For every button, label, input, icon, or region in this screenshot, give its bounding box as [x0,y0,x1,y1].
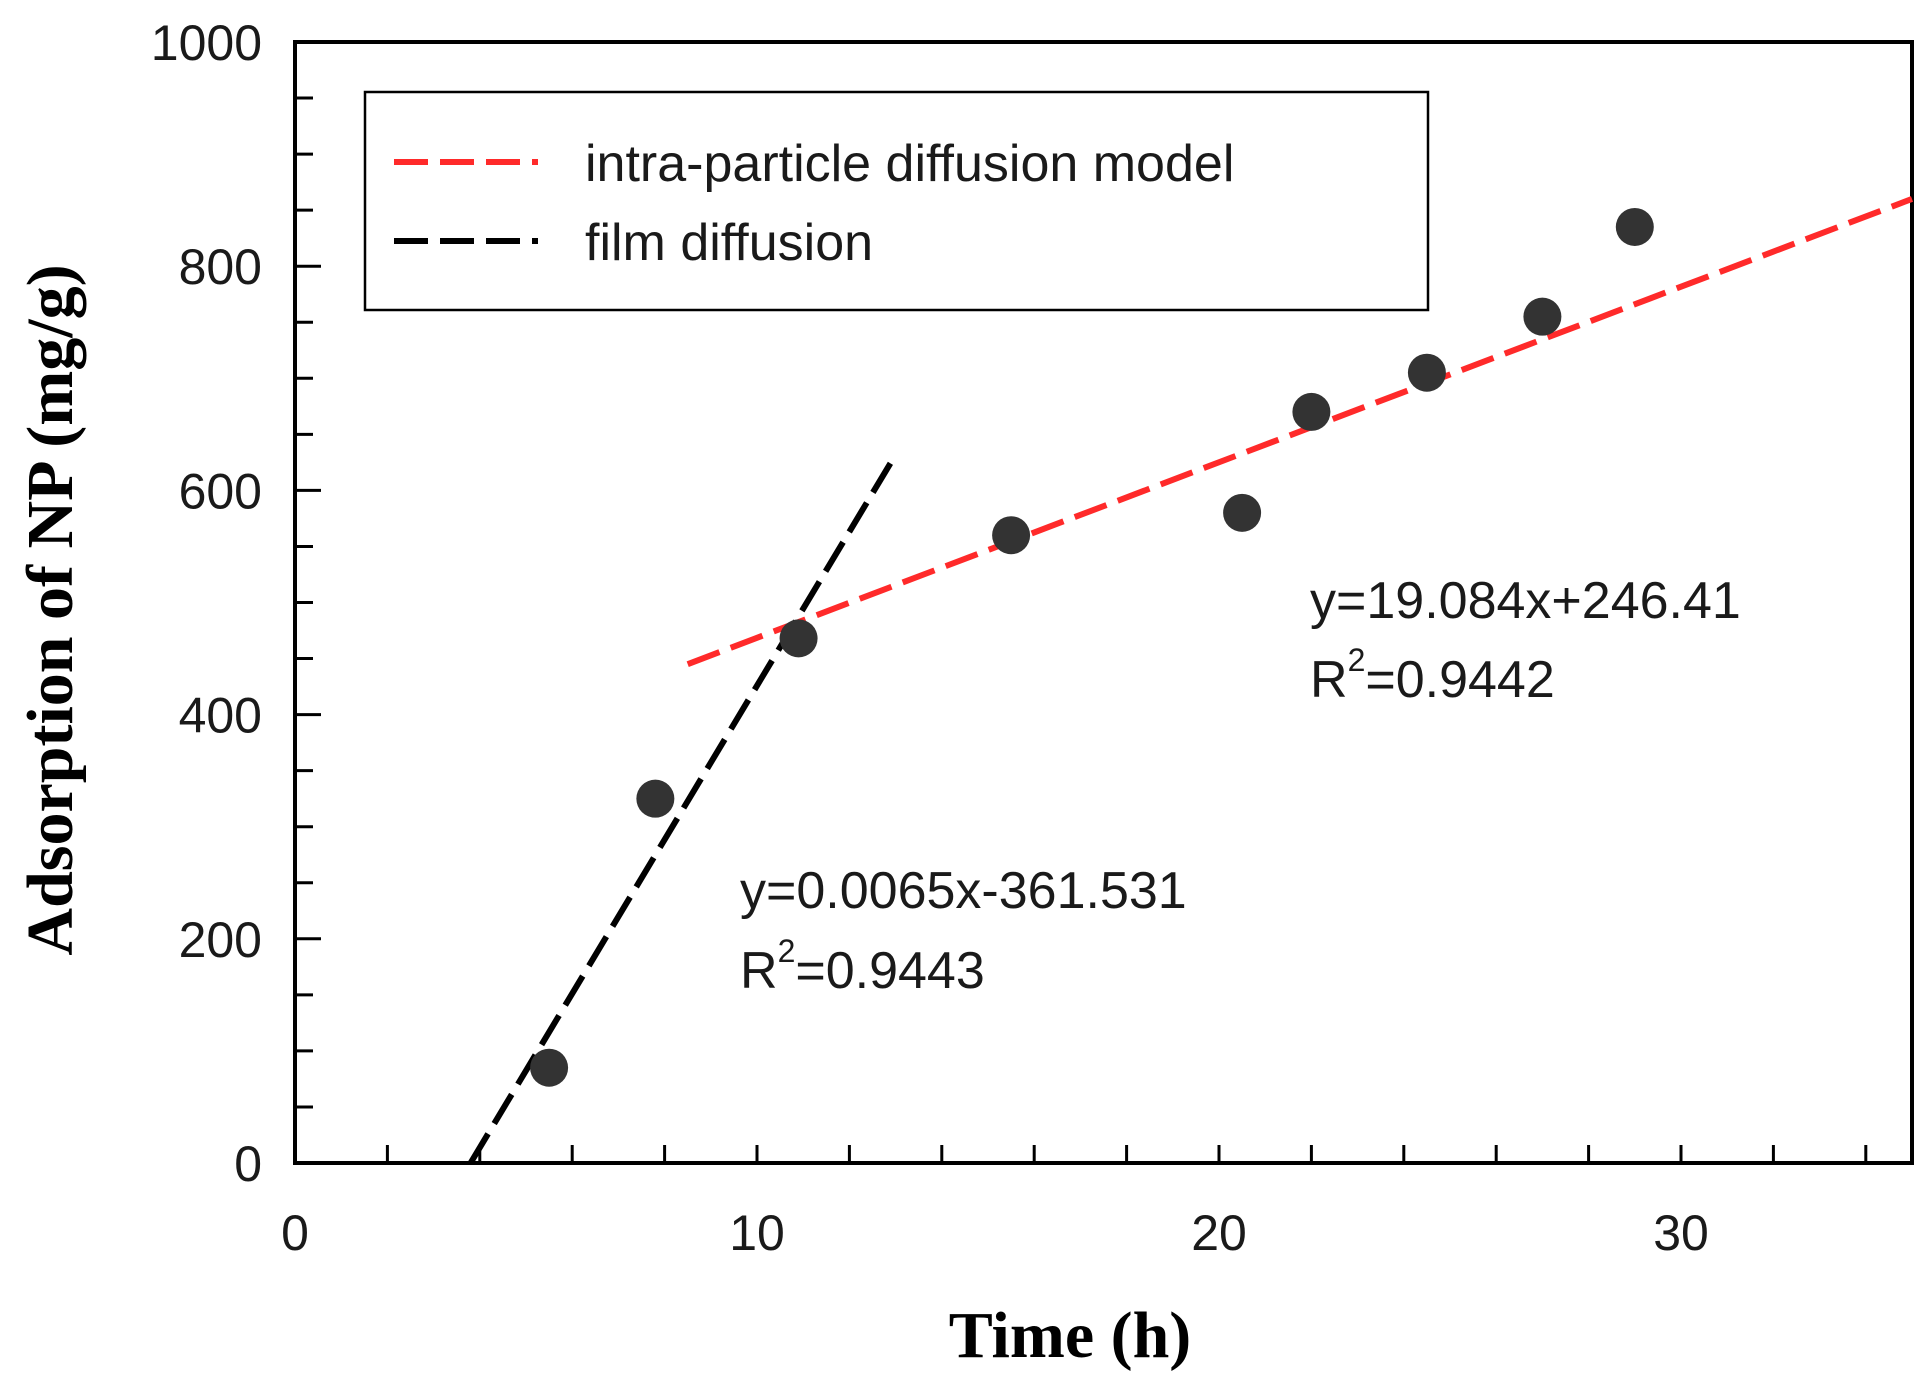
axis-tick-labels: 0 10 20 30 0 200 400 600 800 1000 [151,15,1709,1261]
x-axis-title: Time (h) [949,1299,1192,1372]
y-tick-label: 200 [179,912,262,968]
x-tick-label: 30 [1653,1205,1709,1261]
y-tick-label: 600 [179,463,262,519]
annotation-equation-intra: y=19.084x+246.41 [1310,572,1741,630]
data-point [530,1048,569,1087]
fit-lines [467,196,1914,1165]
annotation-equation-film: y=0.0065x-361.531 [740,862,1187,920]
y-axis-title: Adsorption of NP (mg/g) [14,264,87,955]
data-point [636,779,675,818]
y-tick-label: 400 [179,688,262,744]
annotation-r2-intra: R2=0.9442 [1310,642,1555,709]
data-point [992,516,1031,555]
y-tick-label: 1000 [151,15,262,71]
annotation-intra-particle: y=19.084x+246.41 R2=0.9442 [1310,572,1741,709]
data-point [1523,297,1562,336]
legend: intra-particle diffusion model film diff… [363,90,1430,312]
legend-box [363,90,1430,312]
y-tick-label: 800 [179,239,262,295]
data-point [779,619,818,658]
data-point [1615,207,1654,246]
y-tick-label: 0 [234,1136,262,1192]
data-points [530,207,1654,1087]
x-tick-label: 10 [729,1205,785,1261]
data-point [1407,353,1446,392]
x-tick-label: 20 [1191,1205,1247,1261]
fit-line-intra-particle [686,196,1914,667]
annotation-film-diffusion: y=0.0065x-361.531 R2=0.9443 [740,862,1187,1000]
legend-label-intra-particle: intra-particle diffusion model [585,135,1234,193]
annotation-r2-film: R2=0.9443 [740,933,985,1000]
data-point [1223,493,1262,532]
legend-label-film-diffusion: film diffusion [585,214,873,272]
data-point [1292,392,1331,431]
axis-ticks [295,96,1868,1163]
x-tick-label: 0 [281,1205,309,1261]
